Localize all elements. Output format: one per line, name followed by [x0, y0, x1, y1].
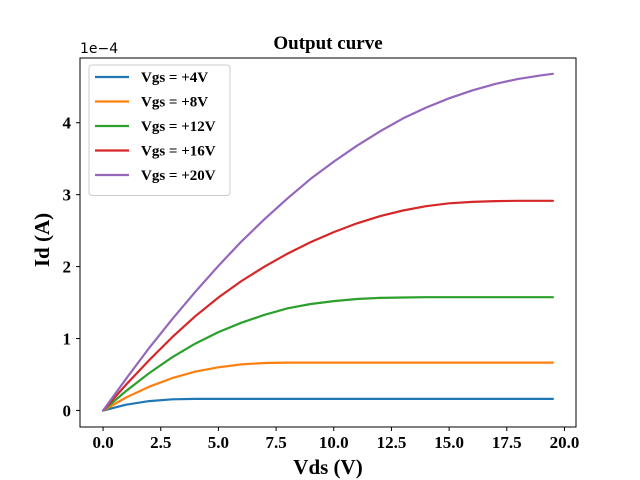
x-tick-label: 10.0	[319, 433, 349, 452]
legend-box	[88, 64, 231, 196]
legend-entry-label: Vgs = +8V	[141, 95, 208, 111]
x-axis-label: Vds (V)	[293, 455, 362, 479]
y-tick-label: 3	[63, 186, 72, 205]
x-tick-label: 2.5	[150, 433, 171, 452]
y-tick-label: 4	[63, 114, 72, 133]
x-tick-label: 12.5	[377, 433, 407, 452]
series-line	[102, 72, 554, 412]
y-tick-label: 0	[63, 401, 72, 420]
series-line	[102, 397, 554, 412]
y-axis-label: Id (A)	[30, 213, 54, 267]
plot-frame	[79, 57, 577, 428]
y-tick-label: 2	[63, 258, 72, 277]
x-tick-label: 15.0	[434, 433, 464, 452]
series-line	[102, 199, 554, 412]
legend-entry-label: Vgs = +4V	[141, 70, 208, 86]
legend-entry-label: Vgs = +16V	[141, 144, 216, 160]
legend-entry-label: Vgs = +12V	[141, 119, 216, 135]
y-tick-label: 1	[63, 330, 72, 349]
y-axis-offset-label: 1e−4	[80, 41, 118, 57]
series-line	[102, 361, 554, 412]
x-tick-label: 5.0	[208, 433, 229, 452]
series-lines	[102, 72, 554, 412]
chart-title: Output curve	[273, 33, 382, 54]
plot-area	[79, 57, 577, 428]
x-tick-label: 7.5	[265, 433, 286, 452]
y-axis-ticks: 0 1 2 3 4	[63, 114, 80, 420]
x-tick-label: 17.5	[492, 433, 522, 452]
x-axis-ticks: 0.0 2.5 5.0 7.5 10.0 12.5 15.0 17.5 20.0	[92, 427, 579, 452]
legend-entry-label: Vgs = +20V	[141, 168, 216, 184]
x-tick-label: 20.0	[550, 433, 580, 452]
legend: Vgs = +4V Vgs = +8V Vgs = +12V Vgs = +16V Vg…	[88, 64, 231, 196]
series-line	[102, 296, 554, 412]
x-tick-label: 0.0	[92, 433, 113, 452]
